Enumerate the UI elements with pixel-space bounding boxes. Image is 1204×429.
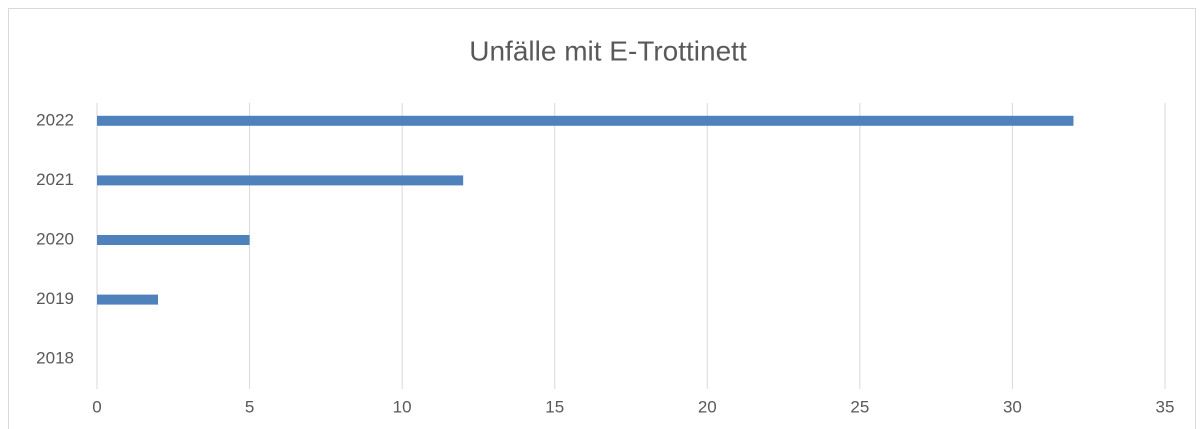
- x-tick-label: 25: [850, 397, 869, 416]
- y-tick-label: 2020: [36, 229, 74, 248]
- y-tick-label: 2018: [36, 349, 74, 368]
- bar: [97, 294, 159, 305]
- chart-border: [8, 8, 1196, 429]
- x-tick-label: 30: [1003, 397, 1022, 416]
- y-tick-label: 2019: [36, 289, 74, 308]
- x-tick-label: 10: [393, 397, 412, 416]
- x-tick-label: 35: [1156, 397, 1175, 416]
- y-tick-label: 2021: [36, 170, 74, 189]
- bar: [97, 175, 464, 186]
- bar: [97, 235, 250, 245]
- x-tick-label: 5: [245, 397, 254, 416]
- x-tick-label: 20: [698, 397, 717, 416]
- bar: [97, 115, 1074, 126]
- x-tick-label: 0: [92, 397, 101, 416]
- x-tick-label: 15: [545, 397, 564, 416]
- y-tick-label: 2022: [36, 110, 74, 129]
- chart-title: Unfälle mit E-Trottinett: [469, 35, 747, 66]
